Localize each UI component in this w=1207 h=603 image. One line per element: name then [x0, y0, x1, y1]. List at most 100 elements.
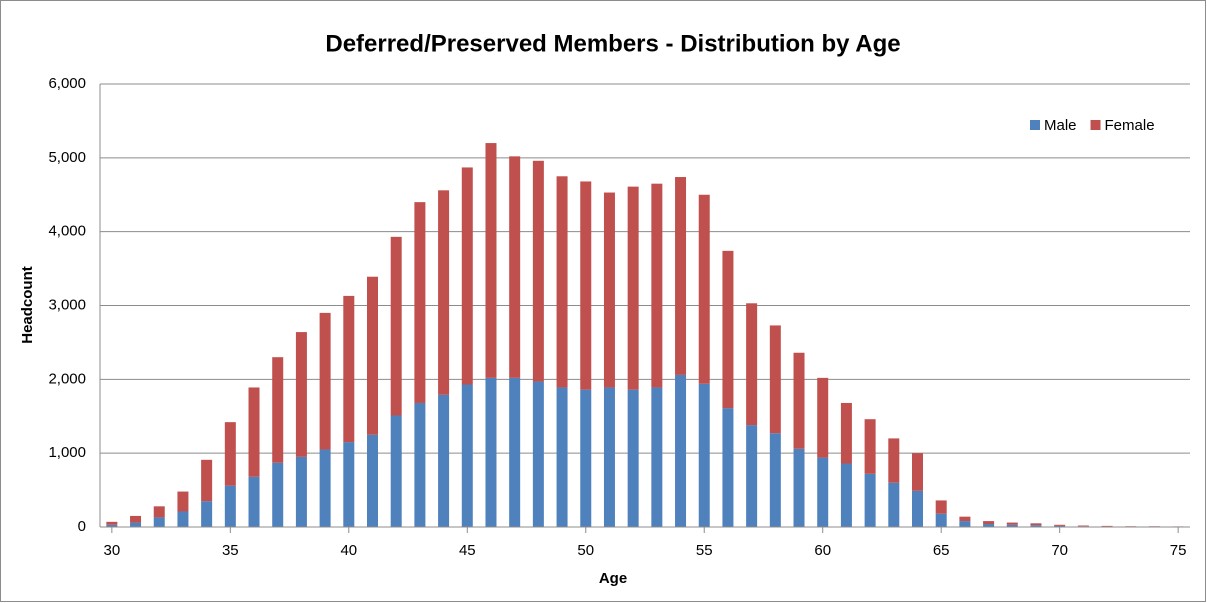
bar-segment	[983, 524, 995, 527]
bar-segment	[177, 511, 189, 527]
bar-segment	[1030, 525, 1042, 527]
x-tick-label: 35	[222, 542, 239, 559]
bar-segment	[1101, 525, 1113, 527]
bar-segment	[651, 183, 663, 388]
x-axis-title: Age	[599, 570, 627, 587]
bar-segment	[769, 433, 781, 527]
legend-label: Female	[1105, 117, 1155, 134]
bar-segment	[959, 521, 971, 527]
bar-segment	[532, 160, 544, 382]
bar-segment	[603, 192, 615, 388]
bar-segment	[675, 177, 687, 375]
y-tick-label: 1,000	[48, 444, 86, 461]
bar-segment	[935, 513, 947, 527]
bar-segment	[295, 456, 307, 527]
bar-segment	[746, 425, 758, 527]
y-tick-label: 0	[78, 518, 86, 535]
bar-segment	[675, 374, 687, 527]
bar-segment	[983, 521, 995, 525]
x-tick-label: 45	[459, 542, 476, 559]
bar-segment	[840, 463, 852, 527]
bar-segment	[461, 167, 473, 385]
bar-segment	[509, 156, 521, 378]
y-tick-label: 5,000	[48, 149, 86, 166]
bar-segment	[272, 357, 284, 463]
bar-segment	[272, 462, 284, 527]
x-tick-label: 40	[340, 542, 357, 559]
bar-segment	[722, 408, 734, 527]
bar-segment	[959, 516, 971, 522]
bar-segment	[106, 521, 118, 525]
bar-segment	[414, 402, 426, 527]
bar-segment	[1054, 525, 1066, 527]
bar-segment	[201, 459, 213, 502]
bar-segment	[556, 176, 568, 388]
bar-segment	[769, 325, 781, 434]
bar-segment	[840, 402, 852, 464]
x-tick-label: 70	[1051, 542, 1068, 559]
bar-segment	[201, 501, 213, 527]
bar-segment	[651, 387, 663, 527]
bar-segment	[532, 381, 544, 527]
bar-segment	[817, 377, 829, 458]
bar-segment	[580, 389, 592, 527]
bar-segment	[817, 457, 829, 527]
bar-segment	[153, 506, 165, 518]
bar-segment	[485, 143, 497, 378]
bar-segment	[580, 181, 592, 390]
bar-segment	[627, 389, 639, 527]
bar-segment	[746, 303, 758, 426]
bar-segment	[698, 194, 710, 384]
legend-label: Male	[1044, 117, 1077, 134]
bar-segment	[603, 387, 615, 527]
bar-segment	[509, 377, 521, 527]
bar-segment	[888, 482, 900, 527]
y-tick-label: 2,000	[48, 370, 86, 387]
bar-segment	[1077, 525, 1089, 527]
bar-segment	[793, 352, 805, 449]
bar-segment	[367, 276, 378, 435]
bar-segment	[343, 442, 355, 527]
bar-segment	[130, 515, 142, 523]
bar-segment	[793, 448, 805, 527]
bar-segment	[1054, 524, 1066, 526]
bar-segment	[130, 522, 142, 527]
bar-segment	[864, 419, 876, 474]
bar-segment	[295, 332, 307, 457]
bar-segment	[438, 394, 450, 527]
bar-segment	[461, 384, 473, 527]
bar-segment	[1030, 523, 1042, 526]
bar-segment	[864, 473, 876, 527]
bar-segment	[722, 250, 734, 409]
bar-segment	[177, 491, 189, 512]
bar-segment	[414, 202, 426, 403]
x-tick-label: 30	[104, 542, 121, 559]
y-axis-title: Headcount	[19, 266, 36, 344]
bar-segment	[627, 186, 639, 390]
bar-segment	[153, 517, 165, 527]
bar-segment	[912, 453, 923, 491]
y-tick-label: 6,000	[48, 75, 86, 92]
bar-segment	[698, 383, 710, 527]
bar-segment	[1006, 524, 1018, 527]
bar-segment	[888, 438, 900, 483]
y-tick-label: 3,000	[48, 296, 86, 313]
bar-segment	[485, 377, 497, 527]
bar-segment	[935, 500, 947, 514]
x-tick-label: 60	[814, 542, 831, 559]
bar-segment	[390, 236, 402, 416]
legend-swatch	[1090, 120, 1101, 130]
bar-segment	[224, 485, 236, 527]
bar-segment	[106, 524, 118, 527]
chart-title: Deferred/Preserved Members - Distributio…	[325, 30, 900, 57]
legend-swatch	[1030, 120, 1040, 130]
bar-segment	[1006, 522, 1018, 525]
x-tick-label: 50	[577, 542, 594, 559]
y-tick-label: 4,000	[48, 223, 86, 240]
bar-segment	[912, 490, 923, 527]
bar-segment	[556, 387, 568, 527]
x-tick-label: 55	[696, 542, 713, 559]
bar-segment	[248, 476, 260, 527]
bar-segment	[438, 190, 450, 395]
